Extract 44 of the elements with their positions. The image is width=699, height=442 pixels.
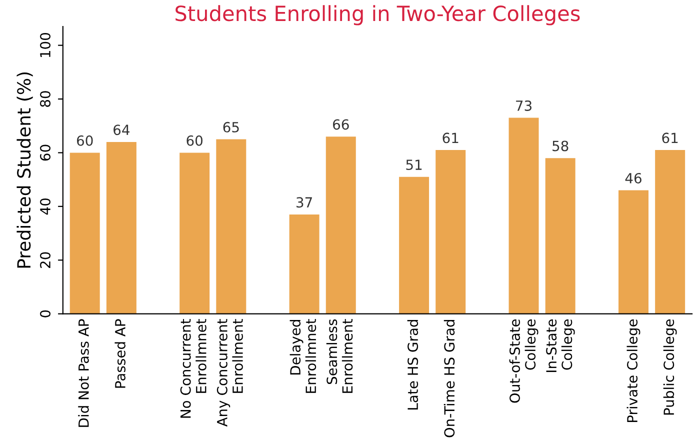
bar [399,176,430,314]
data-label: 64 [114,124,130,136]
bar [70,152,100,314]
data-label: 65 [223,122,239,132]
y-tick-label: 20 [40,252,50,268]
data-label: 46 [625,172,642,184]
data-label: 51 [406,160,422,170]
bar [545,158,576,314]
bar [655,150,686,314]
data-label: 58 [552,140,568,152]
x-tick-label: Public College [663,319,677,415]
x-tick-label: Delayed Enrollmnet [290,319,316,393]
bar [289,214,320,314]
data-label: 60 [186,135,202,146]
data-label: 73 [516,100,532,111]
x-tick-label: On-Time HS Grad [444,320,455,438]
bar [106,142,136,314]
y-tick-label: 80 [40,91,50,107]
x-tick-label: Did Not Pass AP [78,319,89,427]
x-tick-label: Seamless Enrollment [326,319,353,393]
bar [618,190,648,314]
bar [216,139,246,314]
data-label: 61 [662,132,678,144]
x-tick-label: Late HS Grad [407,320,418,410]
bar [326,136,356,314]
y-tick-label: 60 [40,144,50,161]
x-tick-label: In-State College [546,319,575,372]
data-label: 66 [333,119,349,130]
x-tick-label: Passed AP [114,319,126,388]
x-tick-label: Any Concurrent Enrollment [216,319,243,427]
y-tick-label: 0 [40,310,50,318]
y-axis-title: Predicted Student (%) [16,72,33,268]
y-tick-label: 100 [40,32,50,58]
x-tick-label: No Concurrent Enrollmnet [180,319,206,418]
chart-title: Students Enrolling in Two-Year Colleges [176,5,580,26]
y-tick-label: 40 [40,198,50,215]
bar [508,118,539,314]
x-tick-label: Private College [626,319,640,422]
data-label: 60 [76,135,93,146]
data-label: 61 [442,132,458,144]
bar [436,150,466,314]
data-label: 37 [296,197,312,208]
x-tick-label: Out-of-State College [509,319,538,403]
bar [180,152,210,314]
